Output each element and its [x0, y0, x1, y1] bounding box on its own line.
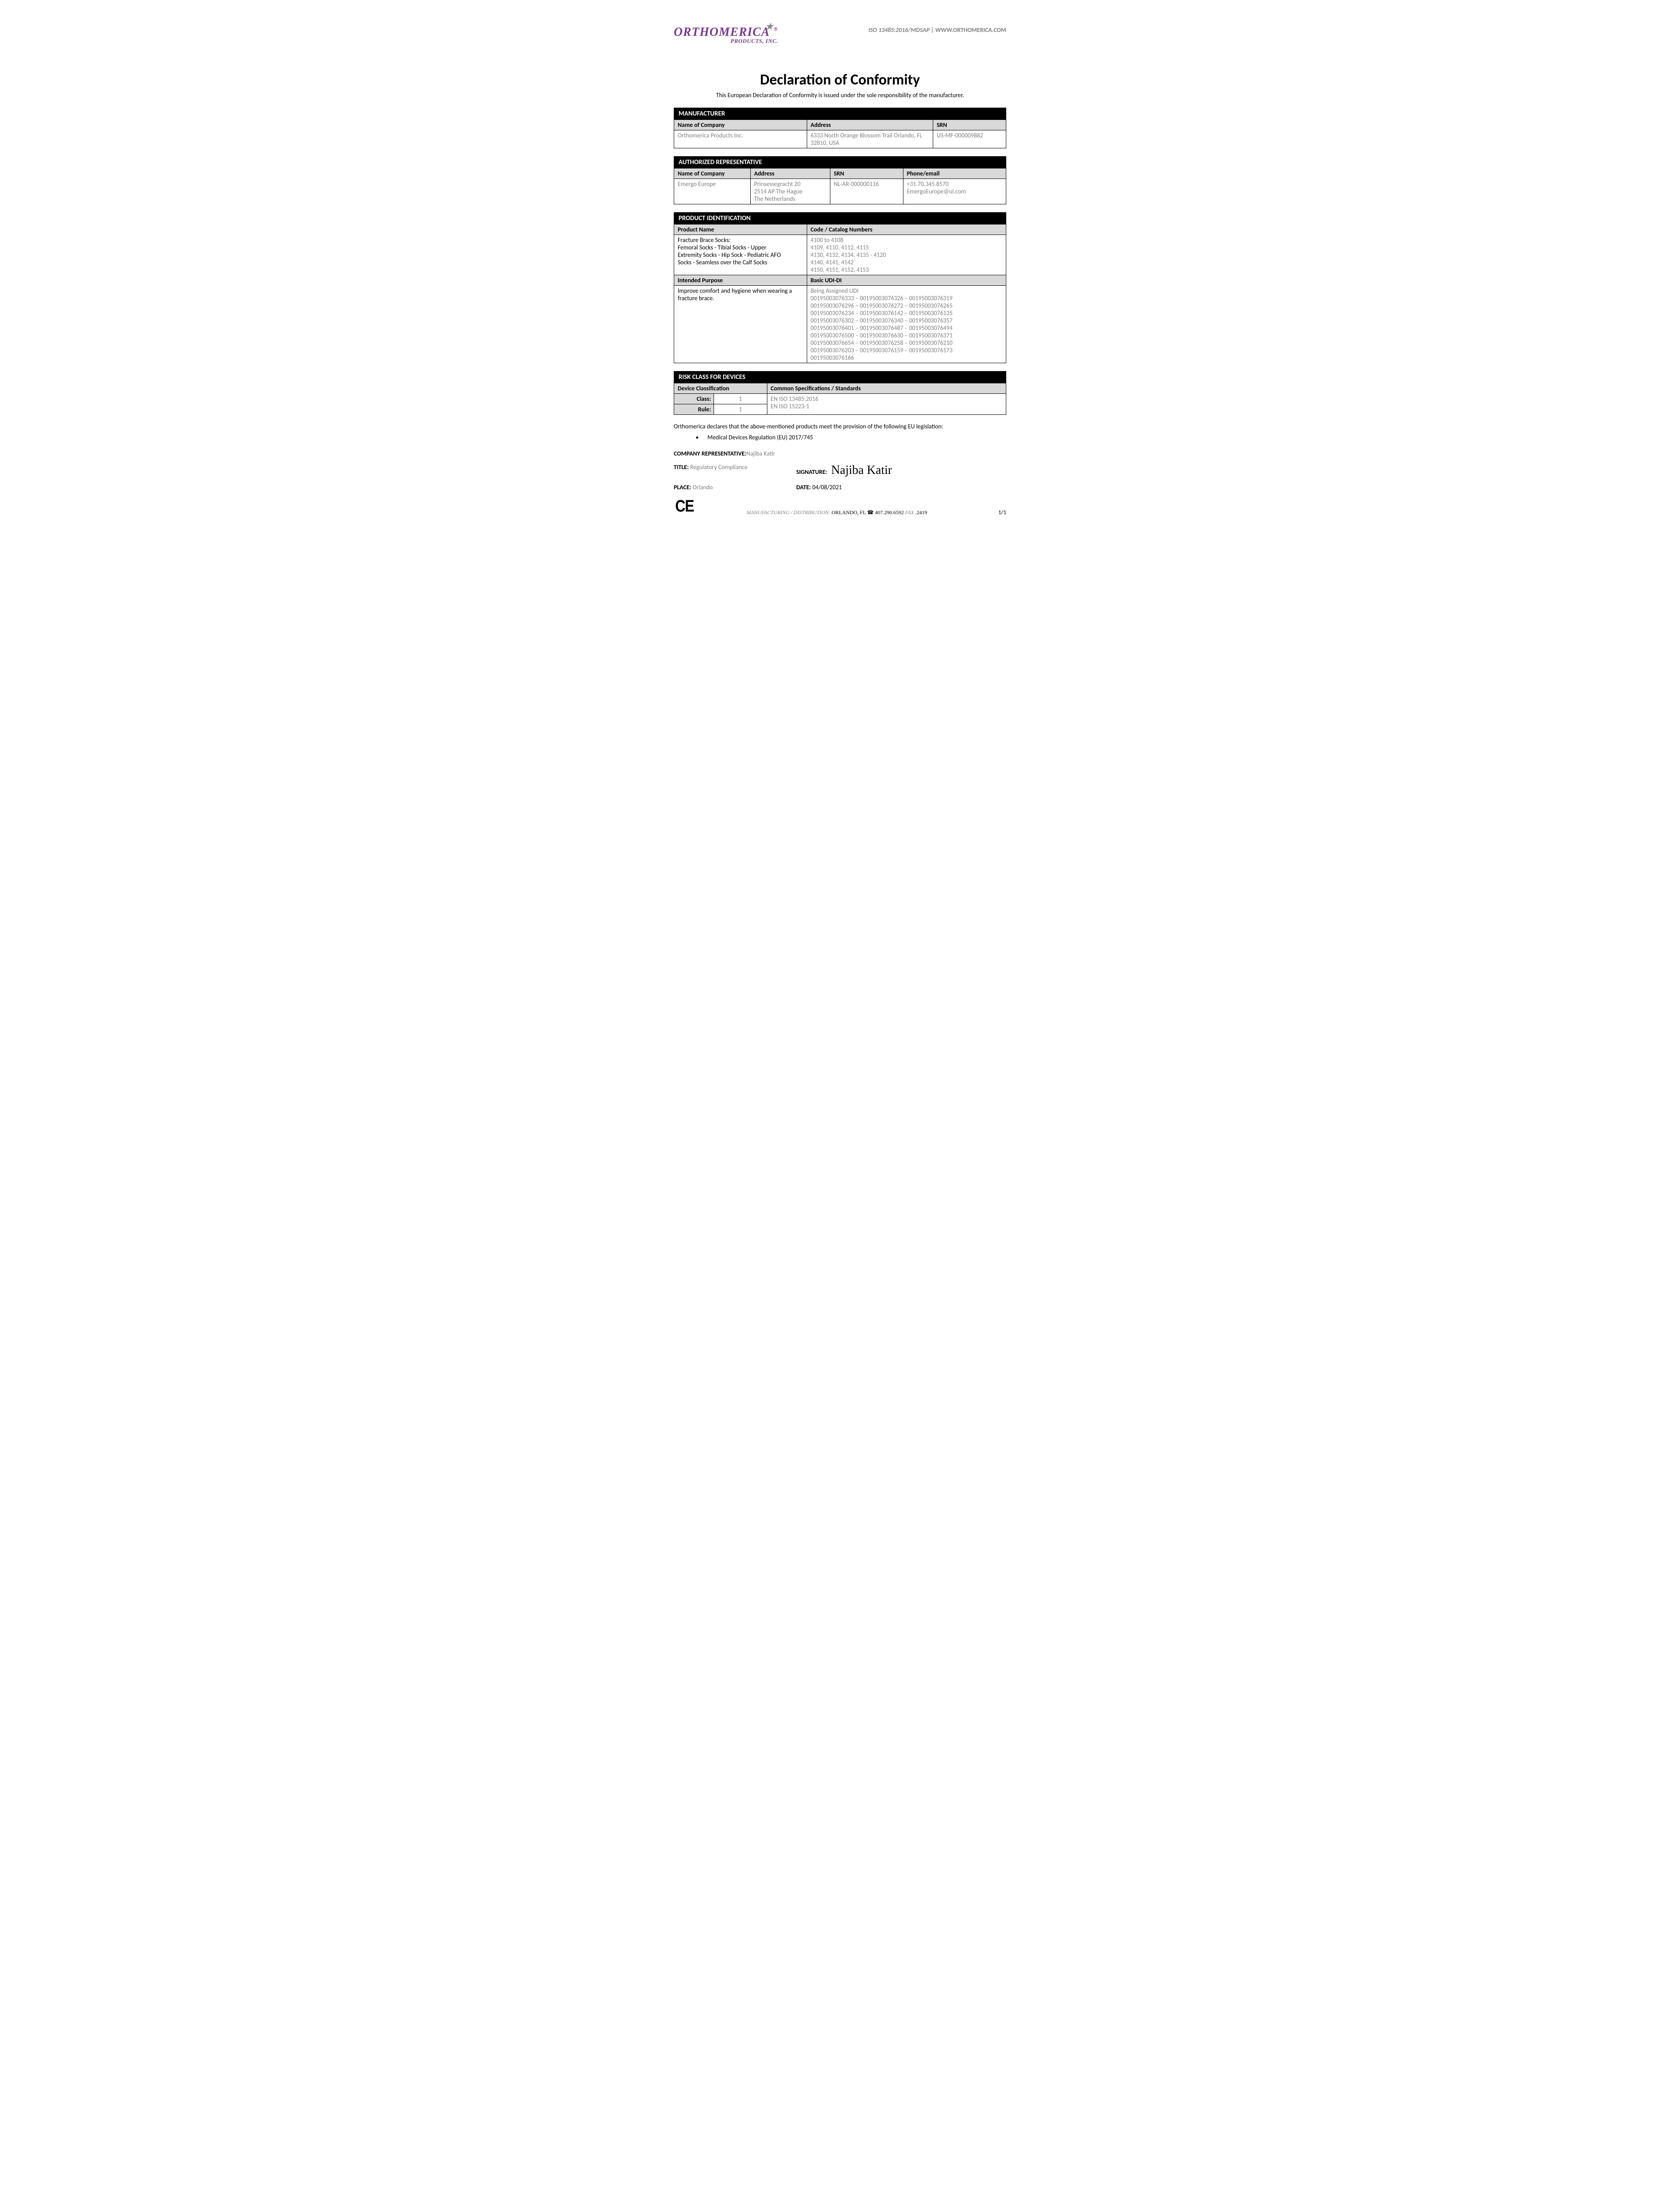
place-block: PLACE: Orlando [674, 484, 796, 491]
title-label: TITLE: [674, 463, 689, 471]
footer-center: MANUFACTURING / DISTRIBUTION: ORLANDO, F… [693, 509, 980, 516]
authrep-section-header: AUTHORIZED REPRESENTATIVE [674, 157, 1006, 168]
product-id-table: PRODUCT IDENTIFICATION Product Name Code… [674, 212, 1006, 363]
authrep-srn: NL-AR-000000116 [830, 179, 903, 204]
product-header-udi: Basic UDI-DI [807, 275, 1006, 286]
risk-header-standards: Common Specifications / Standards [767, 383, 1006, 394]
authrep-header-name: Name of Company [674, 168, 751, 179]
signature-value: Najiba Katir [831, 463, 892, 477]
risk-section-header: RISK CLASS FOR DEVICES [674, 372, 1006, 383]
iso-text: ISO 13485:2016/MDSAP | [868, 26, 935, 34]
authrep-header-contact: Phone/email [903, 168, 1006, 179]
product-header-purpose: Intended Purpose [674, 275, 807, 286]
risk-rule-label: Rule: [674, 404, 714, 415]
manufacturer-section-header: MANUFACTURER [674, 108, 1006, 120]
company-rep-row: COMPANY REPRESENTATIVE: Najiba Katir [674, 450, 1006, 457]
footer-phone: 407.290.6592 [875, 509, 904, 515]
risk-header-classification: Device Classification [674, 383, 767, 394]
logo-text: ORTHOMERICA [674, 25, 770, 39]
product-section-header-blank [923, 213, 1006, 224]
signature-block: SIGNATURE: Najiba Katir [796, 463, 892, 477]
authrep-address: Prinsessegracht 20 2514 AP The Hague The… [750, 179, 830, 204]
logo-main: ORTHOMERICA★® [674, 26, 778, 39]
risk-class-value: 1 [714, 394, 767, 404]
footer-fax-label: FAX [905, 509, 915, 515]
company-rep-label: COMPANY REPRESENTATIVE: [674, 450, 746, 457]
risk-class-table: RISK CLASS FOR DEVICES Device Classifica… [674, 371, 1006, 415]
title-signature-row: TITLE: Regulatory Compliance SIGNATURE: … [674, 463, 1006, 477]
place-date-row: PLACE: Orlando DATE: 04/08/2021 [674, 484, 1006, 491]
title-block: TITLE: Regulatory Compliance [674, 463, 796, 477]
place-label: PLACE: [674, 484, 691, 491]
logo-star-icon: ★ [766, 22, 774, 32]
website: WWW.ORTHOMERICA.COM [935, 26, 1006, 34]
mfr-header-address: Address [807, 120, 933, 130]
mfr-address: 6333 North Orange Blossom Trail Orlando,… [807, 130, 933, 148]
place-value: Orlando [693, 484, 713, 491]
date-block: DATE: 04/08/2021 [796, 484, 842, 491]
logo-block: ORTHOMERICA★® PRODUCTS, INC. [674, 26, 778, 45]
mfr-header-name: Name of Company [674, 120, 807, 130]
header-row: ORTHOMERICA★® PRODUCTS, INC. ISO 13485:2… [674, 26, 1006, 45]
mfr-srn: US-MF-000009882 [933, 130, 1006, 148]
manufacturer-table: MANUFACTURER Name of Company Address SRN… [674, 108, 1006, 148]
footer-mfg-label: MANUFACTURING / DISTRIBUTION: [746, 509, 830, 515]
date-value: 04/08/2021 [812, 484, 842, 491]
declaration-text: Orthomerica declares that the above-ment… [674, 423, 1006, 430]
header-right: ISO 13485:2016/MDSAP | WWW.ORTHOMERICA.C… [868, 26, 1006, 34]
footer: C E MANUFACTURING / DISTRIBUTION: ORLAND… [674, 497, 1006, 516]
risk-class-label: Class: [674, 394, 714, 404]
title-value: Regulatory Compliance [690, 463, 747, 471]
risk-rule-value: 1 [714, 404, 767, 415]
footer-mfg-loc: ORLANDO, FL [832, 509, 867, 515]
footer-phone-icon: ☎ [867, 509, 875, 515]
auth-rep-table: AUTHORIZED REPRESENTATIVE Name of Compan… [674, 156, 1006, 204]
footer-fax: .2419 [915, 509, 927, 515]
ce-mark-icon: C E [675, 497, 692, 516]
page-title: Declaration of Conformity [674, 71, 1006, 89]
product-name-lines: Fracture Brace Socks: Femoral Socks - Ti… [674, 235, 807, 275]
product-header-name: Product Name [674, 224, 807, 235]
logo-registered: ® [774, 26, 778, 32]
page-subtitle: This European Declaration of Conformity … [674, 91, 1006, 99]
footer-page: 1/1 [980, 509, 1006, 516]
mfr-header-srn: SRN [933, 120, 1006, 130]
product-section-header: PRODUCT IDENTIFICATION [674, 213, 923, 224]
mfr-name: Orthomerica Products Inc. [674, 130, 807, 148]
date-label: DATE: [796, 484, 811, 491]
product-code-lines: 4100 to 4108 4109, 4110, 4112, 4115 4130… [807, 235, 1006, 275]
authrep-header-address: Address [750, 168, 830, 179]
product-header-code: Code / Catalog Numbers [807, 224, 1006, 235]
product-udi: Being Assigned UDI 00195003076333 – 0019… [807, 286, 1006, 363]
authrep-header-srn: SRN [830, 168, 903, 179]
signature-label: SIGNATURE: [796, 468, 827, 476]
company-rep-value: Najiba Katir [746, 450, 775, 457]
risk-standards: EN ISO 13485:2016 EN ISO 15223-1 [767, 394, 1006, 415]
legislation-bullet: Medical Devices Regulation (EU) 2017/745 [696, 434, 1006, 441]
product-purpose: Improve comfort and hygiene when wearing… [674, 286, 807, 363]
authrep-name: Emergo Europe [674, 179, 751, 204]
authrep-contact: +31.70.345.8570 EmergoEurope@ul.com [903, 179, 1006, 204]
